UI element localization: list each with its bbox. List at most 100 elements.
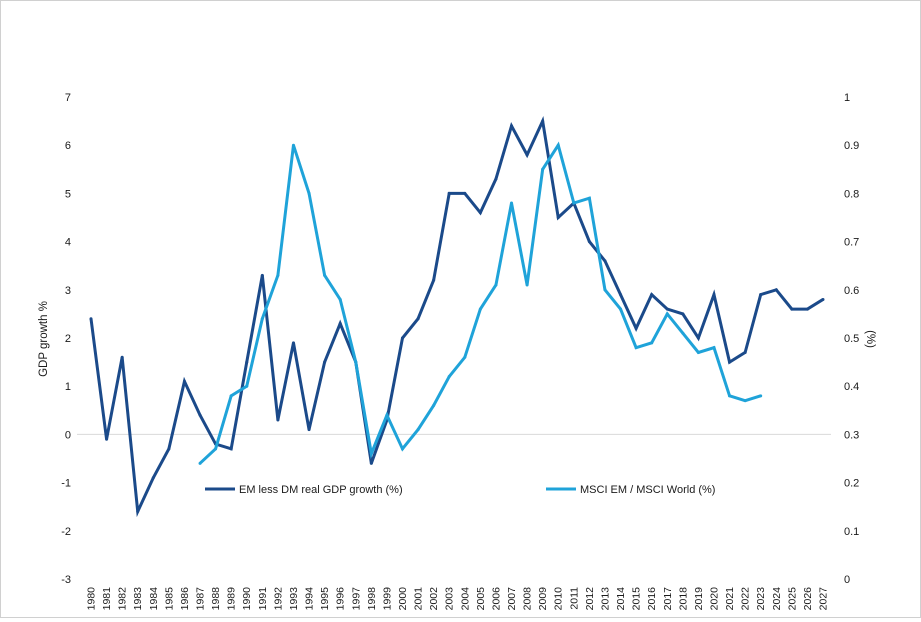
data-point-em-dm-growth (525, 153, 529, 157)
x-tick-label: 2017 (662, 587, 674, 611)
y2-tick-label: 0.9 (844, 140, 859, 152)
data-point-msci-ratio (541, 167, 545, 171)
y-tick-label: 6 (65, 140, 71, 152)
x-tick-label: 2000 (397, 587, 409, 611)
data-point-em-dm-growth (712, 293, 716, 297)
data-point-msci-ratio (494, 283, 498, 287)
data-point-em-dm-growth (120, 355, 124, 359)
x-tick-label: 2014 (615, 587, 627, 611)
data-point-em-dm-growth (759, 293, 763, 297)
data-point-msci-ratio (728, 394, 732, 398)
data-point-em-dm-growth (634, 326, 638, 330)
data-point-em-dm-growth (478, 211, 482, 215)
data-point-em-dm-growth (276, 418, 280, 422)
data-point-msci-ratio (276, 273, 280, 277)
x-tick-label: 2023 (755, 587, 767, 611)
x-tick-label: 2005 (475, 587, 487, 611)
x-tick-label: 1983 (132, 587, 144, 611)
data-point-msci-ratio (696, 350, 700, 354)
x-tick-label: 2024 (771, 587, 783, 611)
legend-label-msci-ratio: MSCI EM / MSCI World (%) (580, 484, 715, 496)
y-tick-label: 7 (65, 92, 71, 104)
x-tick-label: 2001 (413, 587, 425, 611)
data-point-em-dm-growth (821, 297, 825, 301)
data-point-msci-ratio (432, 403, 436, 407)
data-point-em-dm-growth (229, 447, 233, 451)
x-tick-label: 1993 (288, 587, 300, 611)
data-point-em-dm-growth (494, 177, 498, 181)
data-point-msci-ratio (214, 447, 218, 451)
data-point-msci-ratio (619, 307, 623, 311)
data-point-em-dm-growth (105, 437, 109, 441)
x-tick-label: 1999 (381, 587, 393, 611)
data-point-em-dm-growth (400, 336, 404, 340)
y-tick-label: 1 (65, 381, 71, 393)
x-tick-label: 1990 (241, 587, 253, 611)
data-point-msci-ratio (681, 331, 685, 335)
data-point-msci-ratio (198, 461, 202, 465)
x-tick-label: 2027 (818, 587, 830, 611)
data-point-em-dm-growth (696, 336, 700, 340)
y-tick-label: -3 (61, 574, 71, 586)
x-tick-label: 1982 (117, 587, 129, 611)
data-point-em-dm-growth (774, 288, 778, 292)
x-tick-label: 2003 (444, 587, 456, 611)
data-point-msci-ratio (478, 307, 482, 311)
y2-tick-label: 0.3 (844, 429, 859, 441)
data-point-em-dm-growth (182, 379, 186, 383)
x-tick-label: 2004 (459, 587, 471, 611)
y2-tick-label: 0.1 (844, 526, 859, 538)
x-tick-label: 1989 (226, 587, 238, 611)
x-tick-label: 1991 (257, 587, 269, 611)
legend-label-em-dm-growth: EM less DM real GDP growth (%) (239, 484, 403, 496)
x-tick-label: 2010 (553, 587, 565, 611)
y-tick-label: 3 (65, 285, 71, 297)
data-point-msci-ratio (650, 341, 654, 345)
series-line-msci-ratio (198, 141, 762, 465)
data-point-em-dm-growth (790, 307, 794, 311)
data-point-msci-ratio (525, 283, 529, 287)
data-point-em-dm-growth (260, 273, 264, 277)
data-point-msci-ratio (338, 297, 342, 301)
x-tick-label: 2025 (786, 587, 798, 611)
x-tick-label: 1995 (319, 587, 331, 611)
data-point-msci-ratio (759, 394, 763, 398)
x-tick-label: 2022 (740, 587, 752, 611)
y-tick-label: -1 (61, 478, 71, 490)
x-tick-label: 1986 (179, 587, 191, 611)
y2-tick-label: 0.2 (844, 478, 859, 490)
x-tick-label: 2020 (708, 587, 720, 611)
data-point-em-dm-growth (323, 360, 327, 364)
data-point-em-dm-growth (447, 191, 451, 195)
x-tick-label: 2015 (631, 587, 643, 611)
data-point-em-dm-growth (198, 413, 202, 417)
data-point-em-dm-growth (650, 293, 654, 297)
x-tick-label: 2006 (490, 587, 502, 611)
x-tick-label: 1994 (304, 587, 316, 611)
x-tick-label: 2021 (724, 587, 736, 611)
data-point-em-dm-growth (665, 307, 669, 311)
y2-tick-label: 0.6 (844, 285, 859, 297)
data-point-em-dm-growth (556, 216, 560, 219)
data-point-msci-ratio (369, 452, 373, 456)
data-point-em-dm-growth (89, 317, 93, 321)
x-tick-label: 1992 (272, 587, 284, 611)
x-tick-label: 2002 (428, 587, 440, 611)
x-tick-label: 2019 (693, 587, 705, 611)
data-point-msci-ratio (743, 399, 747, 403)
x-tick-label: 2008 (522, 587, 534, 611)
data-point-em-dm-growth (167, 447, 171, 451)
data-point-em-dm-growth (603, 259, 607, 263)
x-tick-label: 2007 (506, 587, 518, 611)
y2-axis-title: (%) (864, 330, 876, 348)
data-point-msci-ratio (447, 375, 451, 379)
data-point-msci-ratio (416, 428, 420, 432)
data-point-em-dm-growth (541, 119, 545, 123)
y-tick-label: 2 (65, 333, 71, 345)
data-point-msci-ratio (712, 346, 716, 350)
x-tick-label: 2012 (584, 587, 596, 611)
x-tick-label: 2016 (646, 587, 658, 611)
data-point-em-dm-growth (510, 124, 514, 128)
